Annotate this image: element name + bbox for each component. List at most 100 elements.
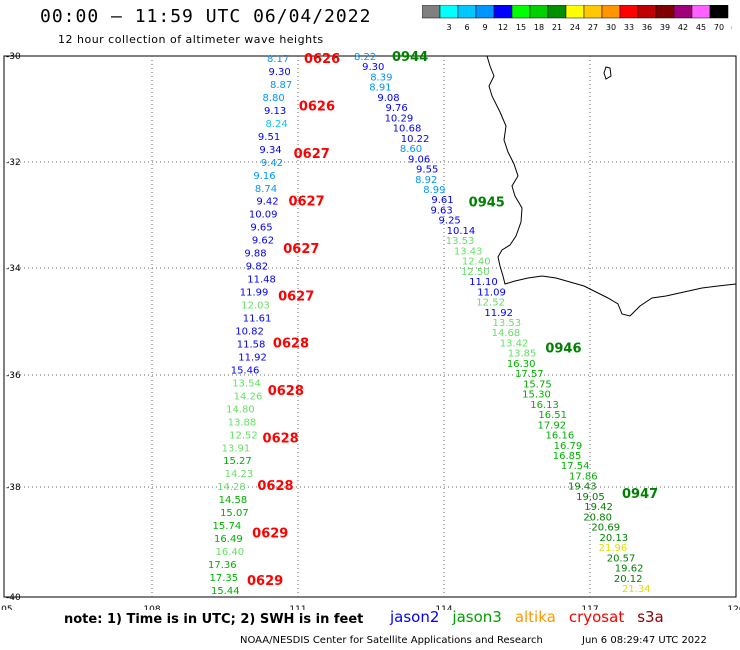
swh-value-label: 15.27: [223, 456, 252, 467]
lat-tick-label: -36: [6, 371, 21, 381]
lat-tick-label: -40: [6, 593, 21, 603]
time-label: 0629: [247, 574, 283, 589]
swh-value-label: 11.61: [243, 314, 272, 325]
swh-value-label: 9.16: [253, 171, 275, 182]
swh-value-label: 16.85: [553, 451, 582, 462]
swh-value-label: 15.46: [231, 365, 260, 376]
swh-value-label: 8.24: [265, 119, 287, 130]
lat-tick-label: -32: [6, 158, 21, 168]
swh-value-label: 8.80: [262, 93, 284, 104]
satellite-s3a: s3a: [637, 608, 664, 626]
time-label: 0627: [294, 147, 330, 162]
swh-value-label: 9.82: [246, 262, 268, 273]
lon-tick-label: 114: [435, 605, 452, 610]
swh-value-label: 17.35: [210, 573, 239, 584]
swh-value-label: 15.30: [522, 390, 551, 401]
swh-value-label: 14.23: [225, 469, 254, 480]
swh-value-label: 11.58: [237, 339, 266, 350]
time-label: 0627: [278, 289, 314, 304]
swh-value-label: 8.22: [354, 52, 376, 63]
swh-value-label: 20.13: [600, 533, 629, 544]
swh-value-label: 17.54: [561, 461, 590, 472]
swh-value-label: 8.87: [270, 80, 292, 91]
legend-label: 12: [498, 23, 508, 32]
swh-value-label: 13.53: [446, 236, 475, 247]
swh-value-label: 12.03: [241, 301, 270, 312]
swh-value-label: 12.52: [229, 430, 258, 441]
swh-value-label: 21.34: [622, 584, 651, 595]
swh-value-label: 8.60: [400, 144, 422, 155]
lon-tick-label: 120: [727, 605, 740, 610]
swh-value-label: 11.09: [477, 287, 506, 298]
footer-date: Jun 6 08:29:47 UTC 2022: [582, 635, 707, 646]
swh-value-label: 16.13: [530, 400, 559, 411]
swh-value-label: 13.43: [454, 246, 483, 257]
swh-value-label: 17.92: [537, 420, 566, 431]
time-label: 0629: [252, 527, 288, 542]
swh-value-label: 10.22: [401, 134, 430, 145]
legend-unit: (ft): [731, 23, 732, 32]
swh-value-label: 16.30: [507, 359, 536, 370]
legend-label: 27: [588, 23, 598, 32]
swh-value-label: 9.55: [416, 165, 438, 176]
swh-value-label: 14.68: [492, 328, 521, 339]
swh-value-label: 8.92: [415, 175, 437, 186]
wave-height-map: 105 108 111 114 117 120 -30 -32 -34 -36 -38 -40 8.17…: [0, 50, 740, 610]
time-label: 0628: [263, 432, 299, 447]
lat-tick-label: -38: [6, 483, 21, 493]
satellite-legend: jason2 jason3 altika cryosat s3a: [390, 608, 677, 626]
swh-value-label: 9.63: [430, 205, 452, 216]
legend-label: 36: [642, 23, 652, 32]
lat-tick-label: -34: [6, 264, 21, 274]
time-label: 0628: [273, 337, 309, 352]
swh-value-label: 11.48: [247, 275, 276, 286]
time-label: 0627: [283, 242, 319, 257]
swh-value-label: 9.34: [259, 145, 281, 156]
swh-value-label: 11.92: [238, 352, 267, 363]
swh-value-label: 12.52: [476, 298, 505, 309]
legend-label: 3: [446, 23, 451, 32]
swh-value-label: 8.17: [267, 54, 289, 65]
swh-value-label: 10.29: [385, 113, 414, 124]
swh-value-label: 16.16: [546, 431, 575, 442]
swh-value-label: 20.57: [607, 553, 636, 564]
satellite-jason3: jason3: [452, 608, 502, 626]
lon-tick-label: 108: [143, 605, 160, 610]
swh-value-label: 14.58: [219, 495, 248, 506]
swh-value-label: 9.30: [268, 67, 290, 78]
legend-label: 15: [516, 23, 526, 32]
swh-value-label: 16.40: [216, 547, 245, 558]
time-label: 0627: [288, 194, 324, 209]
island-outline: [603, 66, 612, 80]
swh-value-label: 10.82: [235, 326, 264, 337]
legend-label: 45: [696, 23, 706, 32]
swh-value-label: 15.75: [523, 379, 552, 390]
swh-value-label: 14.26: [234, 391, 263, 402]
swh-value-label: 8.99: [423, 185, 445, 196]
swh-value-label: 9.30: [362, 62, 384, 73]
swh-value-label: 9.62: [252, 236, 274, 247]
legend-label: 33: [624, 23, 634, 32]
legend-label: 42: [678, 23, 688, 32]
time-label: 0945: [469, 196, 505, 211]
swh-value-label: 9.65: [250, 223, 272, 234]
swh-value-label: 19.05: [576, 492, 605, 503]
swh-value-label: 13.53: [493, 318, 522, 329]
time-label: 0628: [268, 384, 304, 399]
legend-label: 21: [552, 23, 562, 32]
swh-value-label: 21.96: [599, 543, 628, 554]
swh-value-label: 9.61: [431, 195, 453, 206]
map-frame: [3, 55, 737, 598]
swh-value-label: 9.06: [408, 154, 430, 165]
swh-value-label: 8.74: [255, 184, 277, 195]
coastline: [486, 55, 737, 317]
time-label: 0947: [622, 487, 658, 502]
legend-label: 18: [534, 23, 544, 32]
swh-value-label: 20.80: [583, 512, 612, 523]
swh-value-label: 20.69: [591, 523, 620, 534]
lat-tick-label: -30: [6, 52, 21, 62]
swh-value-label: 8.39: [370, 72, 392, 83]
swh-value-label: 12.40: [462, 257, 491, 268]
swh-value-label: 14.80: [226, 404, 255, 415]
